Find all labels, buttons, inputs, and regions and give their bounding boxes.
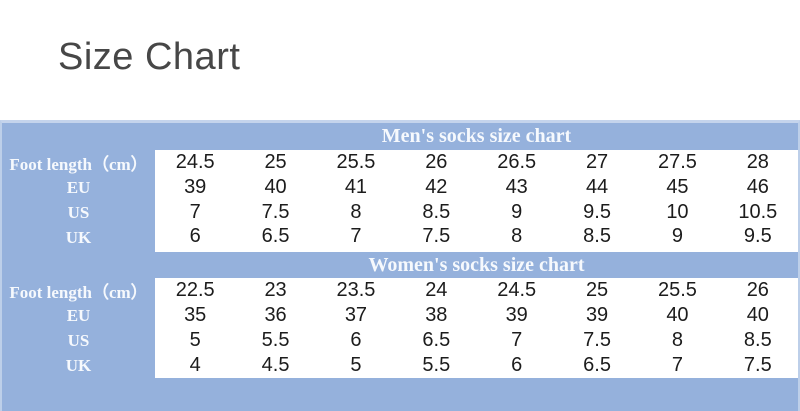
size-cell: 4 (155, 353, 236, 378)
women-table-title: Women's socks size chart (155, 250, 798, 278)
size-cell: 7.5 (396, 225, 477, 252)
women-header-row: Women's socks size chart (2, 250, 798, 278)
men-row-eu: EU 39 40 41 42 43 44 45 46 (2, 175, 798, 200)
size-cell: 10.5 (717, 200, 798, 225)
size-cell: 5 (315, 353, 397, 378)
row-label: Foot length（cm） (2, 150, 155, 175)
women-row-us: US 5 5.5 6 6.5 7 7.5 8 8.5 (2, 328, 798, 353)
size-cell: 43 (476, 175, 557, 200)
size-cell: 7 (315, 225, 397, 252)
men-table-title: Men's socks size chart (155, 123, 798, 150)
size-cell: 9 (637, 225, 718, 252)
size-cell: 27 (556, 150, 638, 175)
size-table: Men's socks size chart Foot length（cm） 2… (2, 123, 798, 411)
size-cell: 25 (235, 150, 316, 175)
size-cell: 5 (155, 328, 236, 353)
size-cell: 9.5 (717, 225, 798, 252)
size-cell: 39 (556, 303, 638, 328)
size-cell: 8.5 (717, 328, 798, 353)
size-cell: 8 (315, 200, 397, 225)
size-cell: 6 (155, 225, 236, 252)
size-cell: 5.5 (235, 328, 316, 353)
size-cell: 7 (155, 200, 236, 225)
size-cell: 40 (637, 303, 718, 328)
men-header-spacer (2, 123, 155, 150)
size-cell: 7.5 (556, 328, 638, 353)
size-cell: 22.5 (155, 278, 236, 303)
bottom-band-cell (2, 378, 798, 411)
women-row-foot-length: Foot length（cm） 22.5 23 23.5 24 24.5 25 … (2, 278, 798, 303)
size-cell: 6 (476, 353, 557, 378)
size-cell: 7.5 (717, 353, 798, 378)
size-cell: 4.5 (235, 353, 316, 378)
size-cell: 23.5 (315, 278, 397, 303)
size-cell: 27.5 (637, 150, 718, 175)
men-row-uk: UK 6 6.5 7 7.5 8 8.5 9 9.5 (2, 225, 798, 252)
size-cell: 7.5 (235, 200, 316, 225)
men-header-row: Men's socks size chart (2, 123, 798, 150)
size-cell: 35 (155, 303, 236, 328)
size-cell: 9 (476, 200, 557, 225)
size-cell: 8.5 (396, 200, 477, 225)
size-cell: 39 (155, 175, 236, 200)
size-cell: 25.5 (315, 150, 397, 175)
size-cell: 39 (476, 303, 557, 328)
size-cell: 24.5 (476, 278, 557, 303)
size-cell: 8 (476, 225, 557, 252)
bottom-band (2, 378, 798, 411)
row-label: UK (2, 225, 155, 250)
size-cell: 10 (637, 200, 718, 225)
size-cell: 36 (235, 303, 316, 328)
size-cell: 42 (396, 175, 477, 200)
women-row-eu: EU 35 36 37 38 39 39 40 40 (2, 303, 798, 328)
size-cell: 9.5 (556, 200, 638, 225)
size-cell: 41 (315, 175, 397, 200)
size-cell: 28 (717, 150, 798, 175)
size-cell: 7 (637, 353, 718, 378)
size-cell: 24 (396, 278, 477, 303)
row-label: UK (2, 353, 155, 378)
size-cell: 37 (315, 303, 397, 328)
men-row-us: US 7 7.5 8 8.5 9 9.5 10 10.5 (2, 200, 798, 225)
size-cell: 25 (556, 278, 638, 303)
size-cell: 25.5 (637, 278, 718, 303)
size-cell: 23 (235, 278, 316, 303)
row-label: EU (2, 303, 155, 328)
size-cell: 8.5 (556, 225, 638, 252)
size-cell: 40 (235, 175, 316, 200)
row-label: US (2, 328, 155, 353)
size-cell: 26.5 (476, 150, 557, 175)
size-cell: 5.5 (396, 353, 477, 378)
size-cell: 44 (556, 175, 638, 200)
size-cell: 46 (717, 175, 798, 200)
page-title: Size Chart (58, 36, 241, 78)
size-cell: 7 (476, 328, 557, 353)
row-label: US (2, 200, 155, 225)
size-cell: 8 (637, 328, 718, 353)
size-cell: 26 (396, 150, 477, 175)
size-cell: 38 (396, 303, 477, 328)
men-row-foot-length: Foot length（cm） 24.5 25 25.5 26 26.5 27 … (2, 150, 798, 175)
row-label: Foot length（cm） (2, 278, 155, 303)
size-cell: 6 (315, 328, 397, 353)
size-cell: 45 (637, 175, 718, 200)
women-header-spacer (2, 250, 155, 278)
size-cell: 40 (717, 303, 798, 328)
size-cell: 6.5 (235, 225, 316, 252)
row-label: EU (2, 175, 155, 200)
size-cell: 6.5 (556, 353, 638, 378)
size-cell: 26 (717, 278, 798, 303)
size-cell: 6.5 (396, 328, 477, 353)
size-cell: 24.5 (155, 150, 236, 175)
women-row-uk: UK 4 4.5 5 5.5 6 6.5 7 7.5 (2, 353, 798, 378)
size-chart-block: Men's socks size chart Foot length（cm） 2… (0, 120, 800, 411)
